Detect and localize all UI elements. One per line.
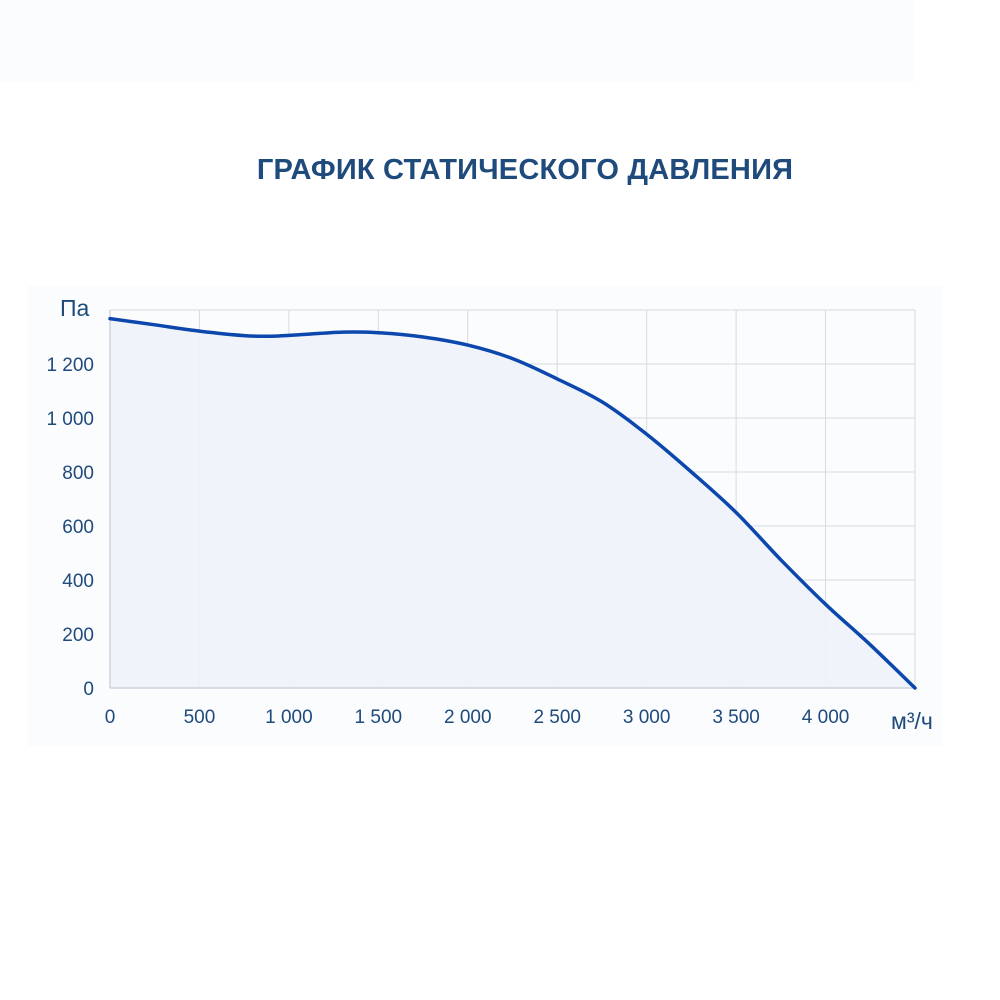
y-tick-label: 0	[83, 679, 94, 700]
y-tick-label: 1 000	[46, 409, 94, 430]
x-tick-label: 2 000	[444, 707, 492, 728]
y-tick-label: 200	[62, 625, 94, 646]
y-tick-label: 800	[62, 463, 94, 484]
x-tick-label: 4 000	[802, 707, 850, 728]
tick-labels: 0 500 1 000 1 500 2 000 2 500 3 000 3 500 4 000 0…	[46, 355, 849, 728]
x-tick-label: 3 000	[623, 707, 671, 728]
top-band	[0, 0, 915, 82]
y-tick-label: 600	[62, 517, 94, 538]
x-tick-label: 500	[184, 707, 216, 728]
x-tick-label: 0	[105, 707, 116, 728]
x-axis-unit-label: м³/ч	[891, 708, 933, 734]
x-tick-label: 3 500	[712, 707, 760, 728]
x-tick-label: 2 500	[533, 707, 581, 728]
series-line	[108, 316, 917, 690]
x-tick-label: 1 500	[355, 707, 403, 728]
area-fill	[110, 318, 915, 688]
y-axis-unit-label: Па	[60, 295, 90, 321]
axes	[109, 310, 915, 689]
y-tick-label: 400	[62, 571, 94, 592]
y-tick-label: 1 200	[46, 355, 94, 376]
x-tick-label: 1 000	[265, 707, 313, 728]
chart-title: ГРАФИК СТАТИЧЕСКОГО ДАВЛЕНИЯ	[256, 154, 794, 186]
